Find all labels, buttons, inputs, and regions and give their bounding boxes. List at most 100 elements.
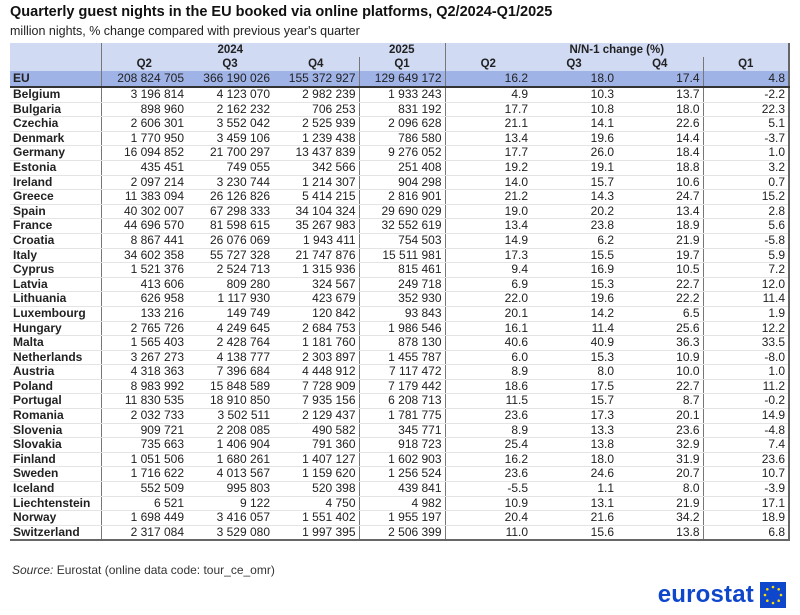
change-value: 1.0 — [703, 145, 790, 161]
change-value: 14.9 — [445, 233, 532, 249]
nights-value: 878 130 — [359, 335, 446, 351]
nights-value: 9 122 — [187, 496, 273, 512]
table-row: Romania 2 032 733 3 502 511 2 129 437 1 781 … — [10, 408, 790, 424]
header-year-2025: 2025 — [359, 43, 446, 57]
change-value: 14.1 — [531, 116, 618, 132]
header-change-q3: Q3 — [531, 57, 618, 71]
change-value: 6.2 — [531, 233, 618, 249]
change-value: 11.2 — [703, 379, 790, 395]
table-row: Estonia 435 451 749 055 342 566 251 408 19.2 1… — [10, 160, 790, 176]
nights-value: 149 749 — [187, 306, 273, 322]
nights-value: 490 582 — [273, 423, 360, 439]
table-row: Norway 1 698 449 3 416 057 1 551 402 1 955 1… — [10, 510, 790, 526]
table-row: Lithuania 626 958 1 117 930 423 679 352 930 2… — [10, 291, 790, 307]
change-value: -2.2 — [703, 87, 790, 103]
nights-value: 706 253 — [273, 102, 360, 118]
change-value: 16.2 — [445, 71, 532, 88]
change-value: 17.7 — [445, 145, 532, 161]
country-name: Poland — [10, 379, 102, 395]
change-value: 11.4 — [531, 321, 618, 337]
change-value: -5.5 — [445, 481, 532, 497]
source-note: Source: Eurostat (online data code: tour… — [12, 563, 275, 577]
nights-value: 18 910 850 — [187, 393, 273, 410]
table-row: Cyprus 1 521 376 2 524 713 1 315 936 815 461… — [10, 262, 790, 278]
nights-value: 749 055 — [187, 160, 273, 176]
change-value: 20.4 — [445, 510, 532, 526]
nights-value: 2 684 753 — [273, 321, 360, 337]
change-value: 24.6 — [531, 466, 618, 483]
nights-value: 1 781 775 — [359, 408, 446, 424]
nights-value: 3 552 042 — [187, 116, 273, 132]
change-value: 10.9 — [445, 496, 532, 512]
country-name: Greece — [10, 189, 102, 205]
change-value: 12.0 — [703, 277, 790, 293]
country-name: Slovakia — [10, 437, 102, 453]
nights-value: 4 318 363 — [101, 364, 187, 380]
change-value: 23.6 — [445, 466, 532, 483]
change-value: 4.8 — [703, 71, 790, 88]
change-value: 19.7 — [617, 248, 704, 264]
change-value: 10.8 — [531, 102, 618, 118]
nights-value: 904 298 — [359, 175, 446, 191]
table-subtitle: million nights, % change compared with p… — [10, 24, 360, 38]
change-value: 17.4 — [617, 71, 704, 88]
change-value: 32.9 — [617, 437, 704, 453]
table-row: Iceland 552 509 995 803 520 398 439 841 -5.5 1… — [10, 481, 790, 497]
nights-value: 7 935 156 — [273, 393, 360, 410]
nights-value: 251 408 — [359, 160, 446, 176]
table-row: Liechtenstein 6 521 9 122 4 750 4 982 10.9 13.… — [10, 496, 790, 512]
nights-value: 55 727 328 — [187, 248, 273, 264]
change-value: 8.7 — [617, 393, 704, 410]
table-row: Italy 34 602 358 55 727 328 21 747 876 15 51… — [10, 248, 790, 264]
nights-value: 324 567 — [273, 277, 360, 293]
change-value: 8.9 — [445, 364, 532, 380]
country-name: Switzerland — [10, 525, 102, 541]
nights-value: 3 502 511 — [187, 408, 273, 424]
change-value: -3.9 — [703, 481, 790, 497]
change-value: 10.3 — [531, 87, 618, 103]
nights-value: 1 770 950 — [101, 131, 187, 147]
table-row: Netherlands 3 267 273 4 138 777 2 303 897 1 … — [10, 350, 790, 366]
nights-value: 909 721 — [101, 423, 187, 439]
nights-value: 4 123 070 — [187, 87, 273, 103]
nights-value: 1 997 395 — [273, 525, 360, 541]
change-value: 33.5 — [703, 335, 790, 351]
country-name: Finland — [10, 452, 102, 468]
change-value: 22.6 — [617, 116, 704, 132]
nights-value: 6 521 — [101, 496, 187, 512]
header-blank-2 — [10, 57, 102, 71]
nights-value: 133 216 — [101, 306, 187, 322]
change-value: 5.6 — [703, 218, 790, 234]
nights-value: 435 451 — [101, 160, 187, 176]
nights-value: 155 372 927 — [273, 71, 360, 88]
nights-value: 6 208 713 — [359, 393, 446, 410]
nights-value: 2 765 726 — [101, 321, 187, 337]
country-name: Latvia — [10, 277, 102, 293]
nights-value: 1 943 411 — [273, 233, 360, 249]
nights-value: 1 680 261 — [187, 452, 273, 468]
change-value: 22.0 — [445, 291, 532, 307]
change-value: 21.2 — [445, 189, 532, 205]
nights-value: 34 104 324 — [273, 204, 360, 220]
country-name: EU — [10, 71, 102, 88]
change-value: 20.2 — [531, 204, 618, 220]
change-value: 18.0 — [531, 452, 618, 468]
nights-value: 809 280 — [187, 277, 273, 293]
change-value: 13.4 — [445, 218, 532, 234]
change-value: 13.3 — [531, 423, 618, 439]
change-value: 18.9 — [703, 510, 790, 526]
change-value: 15.3 — [531, 277, 618, 293]
nights-value: 4 448 912 — [273, 364, 360, 380]
country-name: Germany — [10, 145, 102, 161]
change-value: 9.4 — [445, 262, 532, 278]
change-value: 36.3 — [617, 335, 704, 351]
change-value: 22.7 — [617, 379, 704, 395]
source-text: Eurostat (online data code: tour_ce_omr) — [56, 563, 275, 577]
country-name: Czechia — [10, 116, 102, 132]
nights-value: 16 094 852 — [101, 145, 187, 161]
nights-value: 1 716 622 — [101, 466, 187, 483]
nights-value: 995 803 — [187, 481, 273, 497]
nights-value: 2 506 399 — [359, 525, 446, 541]
nights-value: 413 606 — [101, 277, 187, 293]
nights-value: 520 398 — [273, 481, 360, 497]
